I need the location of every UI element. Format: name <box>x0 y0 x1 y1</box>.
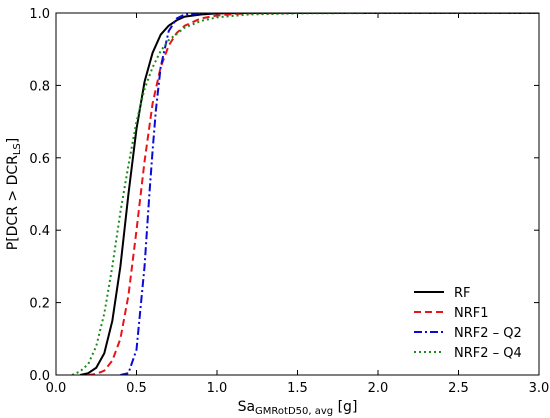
legend-label: RF <box>454 286 471 301</box>
y-axis-ticks: 0.0 0.2 0.4 0.6 0.8 1.0 <box>29 7 539 384</box>
legend-label: NRF2 – Q2 <box>454 326 522 341</box>
y-tick-label: 1.0 <box>29 7 50 22</box>
series-line-rf <box>79 13 539 375</box>
y-tick-label: 0.6 <box>29 152 50 167</box>
x-axis-label: SaGMRotD50, avg [g] <box>238 399 358 417</box>
x-tick-label: 1.5 <box>287 381 308 396</box>
series-line-nrf2-q4 <box>71 13 539 375</box>
x-tick-label: 0.5 <box>126 381 147 396</box>
series-line-nrf2-q2 <box>120 13 539 375</box>
legend-label: NRF2 – Q4 <box>454 346 522 361</box>
y-tick-label: 0.4 <box>29 224 50 239</box>
y-tick-label: 0.2 <box>29 297 50 312</box>
y-tick-label: 0.8 <box>29 79 50 94</box>
x-tick-label: 0.0 <box>46 381 67 396</box>
plot-frame <box>55 12 540 376</box>
y-axis-label: P[DCR > DCRLS] <box>5 138 23 251</box>
legend: RF NRF1 NRF2 – Q2 NRF2 – Q4 <box>414 286 522 361</box>
x-tick-label: 2.5 <box>448 381 469 396</box>
x-tick-label: 3.0 <box>529 381 550 396</box>
legend-label: NRF1 <box>454 306 489 321</box>
x-tick-label: 2.0 <box>368 381 389 396</box>
x-tick-label: 1.0 <box>207 381 228 396</box>
y-tick-label: 0.0 <box>29 369 50 384</box>
